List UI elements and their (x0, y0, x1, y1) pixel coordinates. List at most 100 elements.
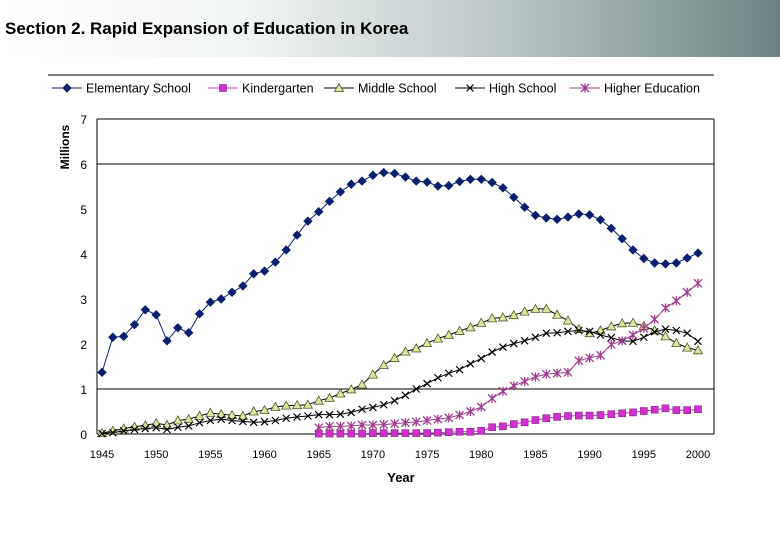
data-point-elementary-school (97, 367, 107, 378)
series-higher-education (314, 278, 703, 433)
data-point-elementary-school (292, 230, 302, 240)
data-point-elementary-school (411, 176, 421, 186)
data-point-middle-school (443, 329, 454, 339)
data-point-elementary-school (639, 253, 649, 264)
data-point-elementary-school (357, 176, 367, 186)
legend-item-middle-school: Middle School (324, 82, 437, 96)
data-point-elementary-school (108, 332, 118, 342)
data-point-middle-school (692, 344, 704, 355)
data-point-middle-school (313, 395, 324, 405)
data-point-kindergarten (509, 420, 518, 428)
data-point-middle-school (150, 417, 162, 428)
data-point-middle-school (400, 346, 411, 356)
data-point-high-school (694, 337, 702, 346)
data-point-elementary-school (422, 177, 432, 187)
data-point-kindergarten (336, 429, 345, 438)
data-point-higher-education (520, 376, 530, 386)
data-point-high-school (130, 425, 139, 434)
x-tick-label: 1950 (144, 449, 168, 461)
series-line-higher-education (318, 282, 699, 429)
data-point-middle-school (541, 303, 552, 313)
data-point-higher-education (628, 330, 638, 340)
x-tick-label: 1980 (469, 449, 493, 461)
slide-title: Section 2. Rapid Expansion of Education … (5, 19, 409, 38)
data-point-higher-education (671, 296, 681, 306)
legend-marker (580, 83, 590, 93)
data-point-higher-education (498, 386, 508, 396)
data-point-higher-education (368, 420, 378, 430)
x-tick-label: 1945 (90, 449, 114, 461)
data-point-elementary-school (335, 187, 346, 197)
data-point-elementary-school (140, 305, 151, 315)
data-point-elementary-school (487, 177, 497, 188)
y-tick-label: 3 (80, 293, 87, 307)
y-tick-label: 7 (80, 113, 87, 127)
data-point-elementary-school (183, 328, 194, 338)
data-point-higher-education (596, 350, 605, 360)
data-point-elementary-school (574, 209, 584, 219)
data-point-kindergarten (390, 429, 399, 437)
data-point-high-school (303, 412, 312, 420)
data-point-high-school (531, 333, 540, 342)
legend-item-high-school: High School (455, 82, 556, 96)
data-point-middle-school (216, 408, 227, 419)
data-point-high-school (368, 403, 377, 412)
data-point-middle-school (562, 315, 574, 325)
data-point-middle-school (671, 337, 682, 348)
data-point-elementary-school (118, 331, 129, 342)
data-point-kindergarten (499, 422, 507, 431)
data-point-elementary-school (682, 253, 692, 263)
data-point-middle-school (172, 415, 184, 425)
data-point-elementary-school (617, 233, 627, 244)
x-tick-label: 1975 (415, 449, 439, 461)
data-point-middle-school (421, 337, 433, 348)
data-point-kindergarten (325, 429, 334, 438)
data-point-high-school (596, 331, 605, 339)
data-point-higher-education (552, 368, 562, 378)
data-point-middle-school (486, 313, 498, 323)
data-point-high-school (542, 329, 551, 338)
data-point-middle-school (194, 410, 205, 420)
data-point-middle-school (259, 404, 270, 415)
data-point-elementary-school (671, 258, 682, 268)
data-point-high-school (672, 326, 681, 335)
data-point-kindergarten (542, 414, 551, 423)
data-point-kindergarten (629, 408, 637, 417)
data-point-higher-education (661, 303, 670, 313)
data-point-middle-school (530, 303, 541, 313)
data-point-high-school (119, 426, 128, 435)
data-point-higher-education (574, 356, 584, 366)
data-point-higher-education (530, 372, 540, 382)
data-point-kindergarten (694, 405, 702, 414)
data-point-elementary-school (303, 216, 313, 226)
data-point-high-school (639, 333, 648, 342)
data-point-higher-education (314, 423, 324, 433)
data-point-kindergarten (640, 407, 648, 415)
y-tick-label: 2 (80, 338, 87, 352)
data-point-kindergarten (477, 427, 486, 435)
data-point-higher-education (617, 336, 627, 346)
data-point-high-school (163, 425, 171, 434)
data-point-elementary-school (454, 176, 465, 187)
series-line-high-school (101, 328, 699, 435)
data-point-middle-school (346, 384, 357, 394)
data-point-middle-school (551, 309, 563, 319)
data-point-high-school (108, 428, 117, 437)
data-point-high-school (401, 391, 410, 400)
data-point-high-school (173, 423, 182, 432)
data-point-middle-school (606, 321, 617, 331)
data-point-kindergarten (401, 429, 410, 437)
data-point-high-school (314, 410, 323, 419)
data-point-middle-school (270, 401, 281, 411)
data-point-middle-school (584, 327, 595, 338)
data-point-elementary-school (509, 192, 519, 203)
data-point-elementary-school (444, 180, 454, 191)
data-point-elementary-school (173, 323, 183, 333)
data-point-kindergarten (585, 411, 594, 420)
x-tick-label: 1965 (306, 449, 330, 461)
data-point-high-school (184, 421, 193, 430)
data-point-kindergarten (520, 418, 529, 427)
data-point-kindergarten (596, 411, 605, 419)
data-point-middle-school (595, 325, 606, 335)
x-axis-title: Year (387, 470, 414, 485)
